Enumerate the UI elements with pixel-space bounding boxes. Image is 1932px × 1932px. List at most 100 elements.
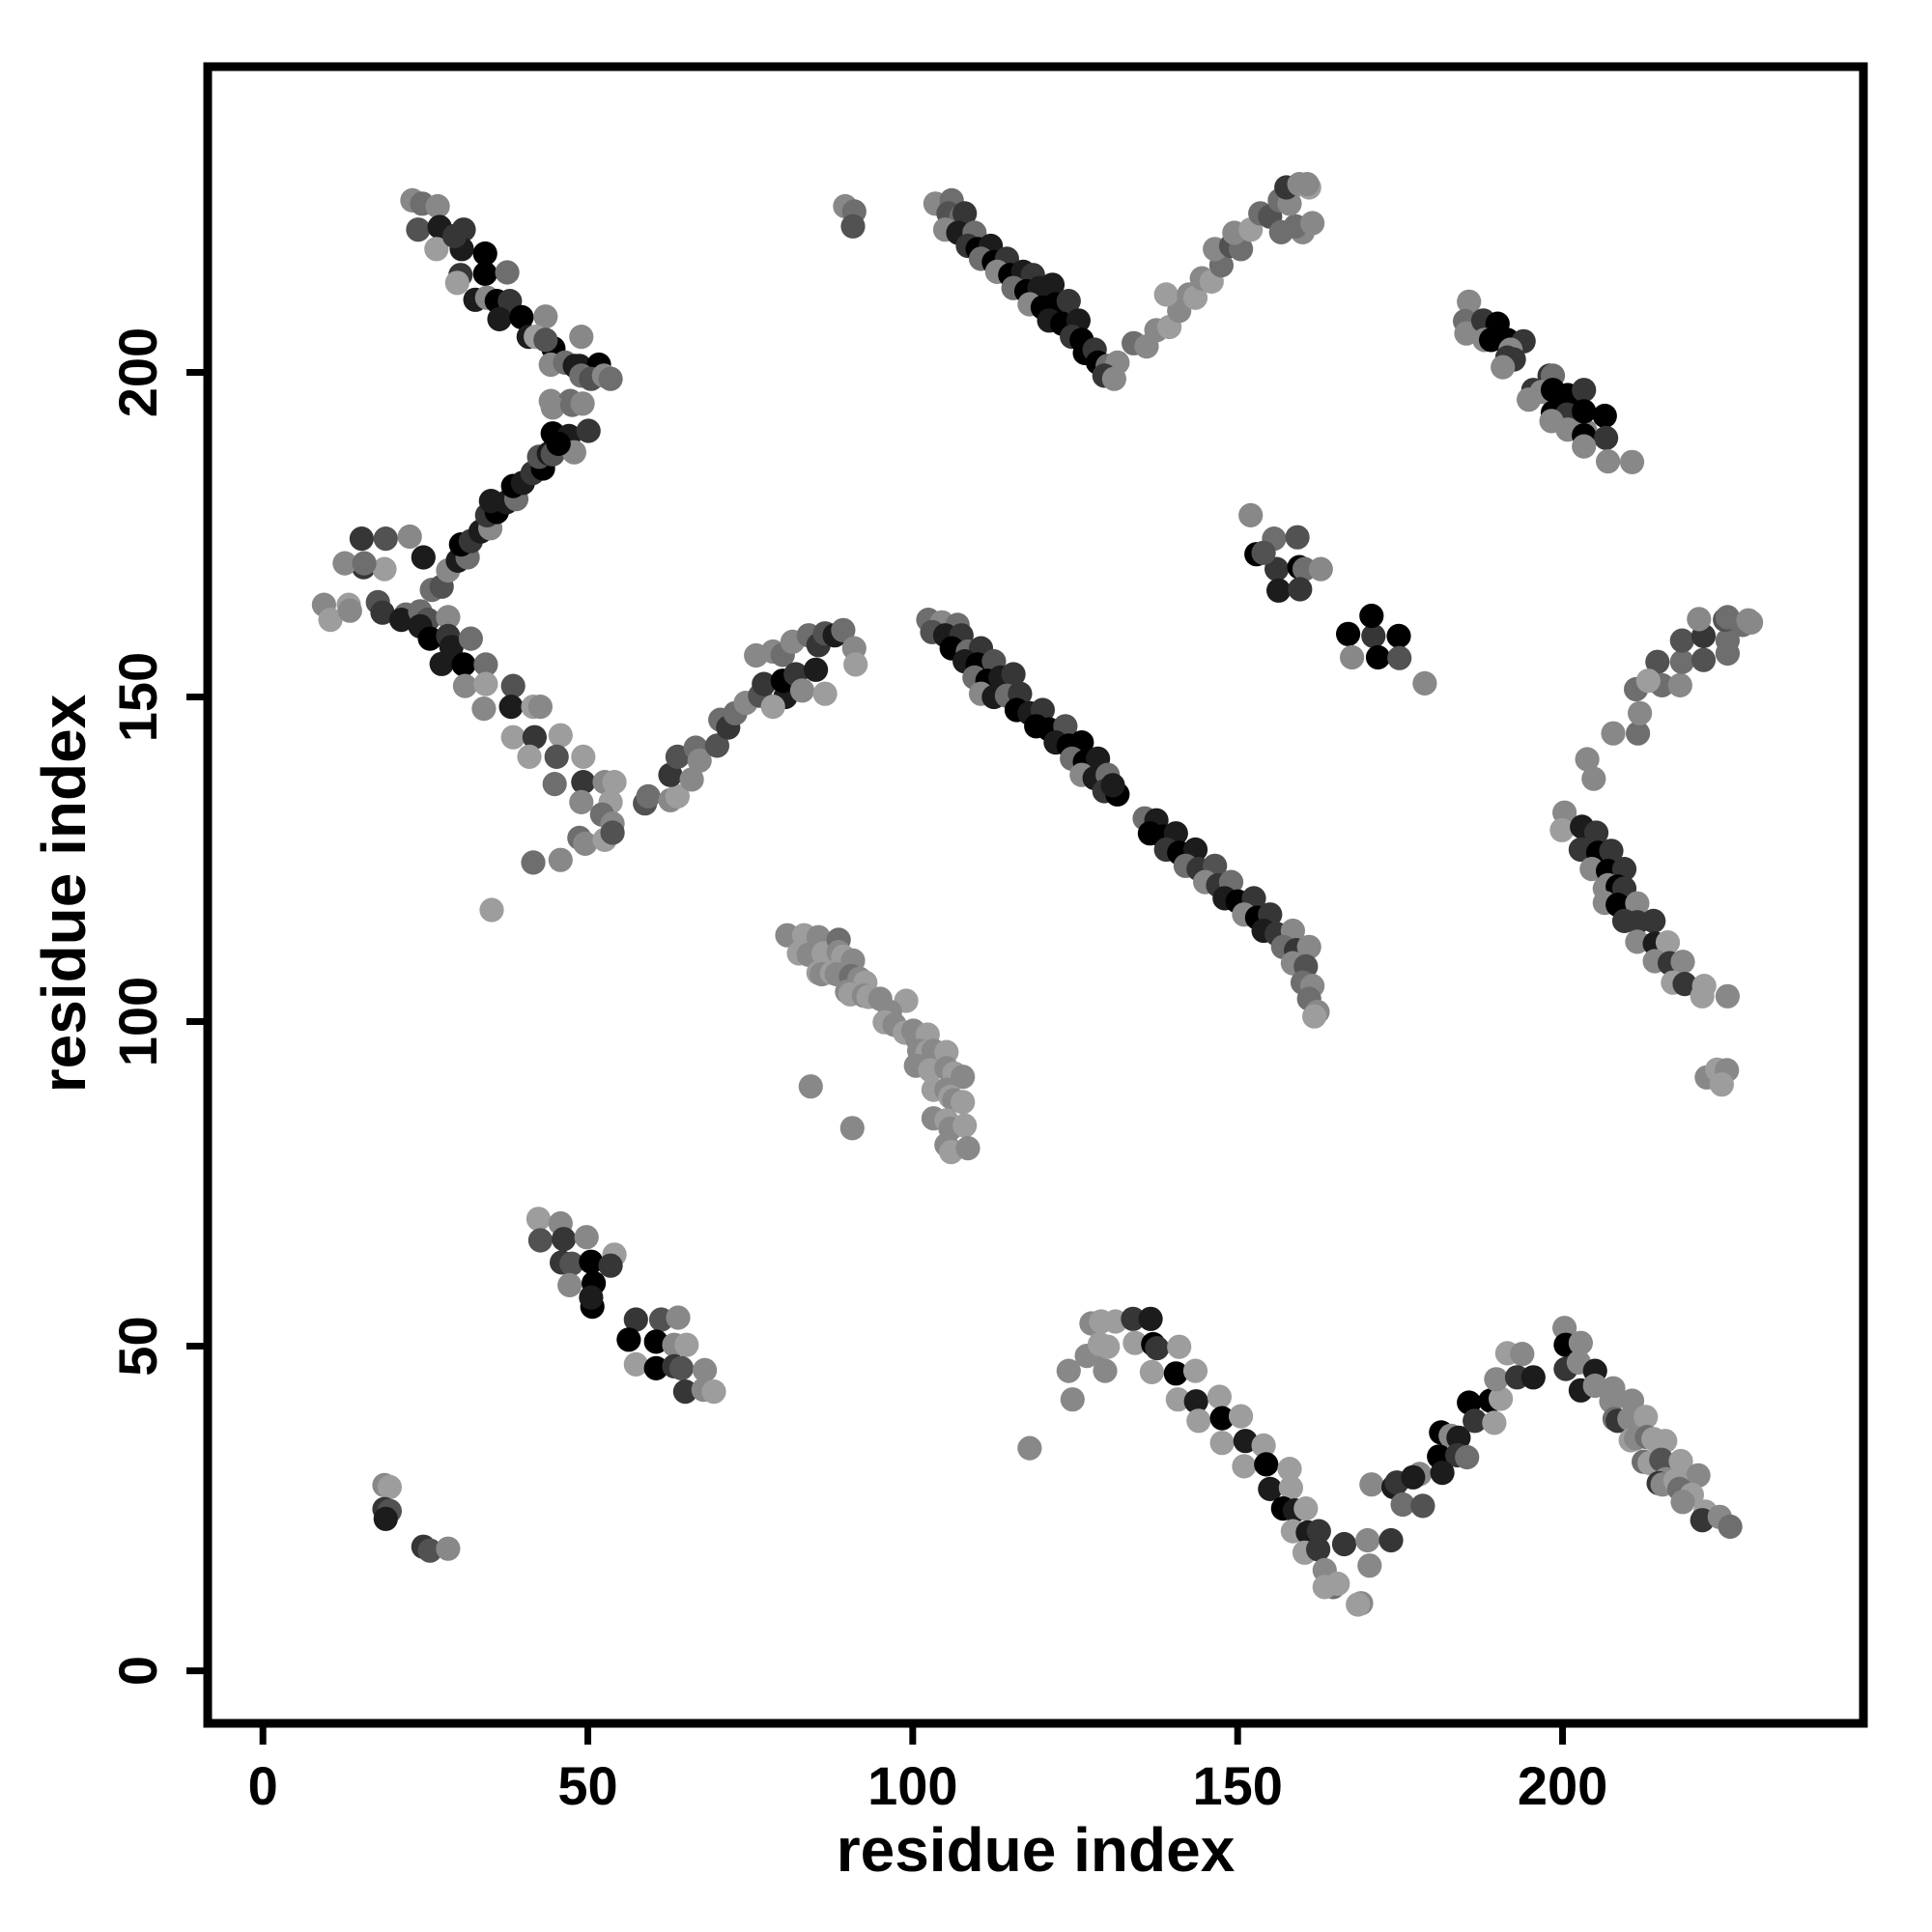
data-point	[1387, 645, 1412, 670]
data-point	[1153, 282, 1179, 307]
data-point	[1669, 628, 1694, 653]
data-point	[1325, 1571, 1350, 1597]
data-point	[1293, 1496, 1319, 1521]
data-point	[760, 695, 785, 720]
x-axis-title: residue index	[836, 1815, 1236, 1885]
data-point	[672, 1379, 698, 1405]
data-point	[1167, 1334, 1192, 1359]
data-point	[1484, 1367, 1509, 1392]
data-point	[473, 671, 498, 696]
data-point	[1670, 1490, 1695, 1515]
data-point	[1264, 556, 1290, 582]
data-point	[1163, 1361, 1188, 1386]
data-point	[623, 1351, 648, 1377]
data-point	[955, 1136, 980, 1161]
data-point	[517, 744, 542, 770]
data-point	[318, 608, 343, 633]
data-point	[602, 770, 627, 795]
data-point	[1361, 623, 1386, 649]
x-tick-label: 100	[867, 1755, 957, 1816]
data-point	[452, 673, 477, 698]
data-point	[397, 524, 422, 550]
data-point	[571, 770, 596, 795]
data-point	[1581, 766, 1606, 791]
data-point	[571, 744, 596, 770]
data-point	[1238, 502, 1264, 528]
data-point	[775, 923, 800, 948]
data-point	[542, 772, 567, 797]
data-point	[1736, 608, 1761, 633]
data-point	[1669, 649, 1694, 674]
data-point	[458, 626, 483, 651]
x-tick-label: 50	[557, 1755, 617, 1816]
data-point	[643, 1355, 668, 1380]
data-point	[704, 733, 730, 758]
data-point	[1122, 1330, 1148, 1355]
data-point	[372, 556, 397, 582]
data-point	[1687, 607, 1712, 632]
data-point	[1378, 1527, 1404, 1553]
data-point	[1093, 1358, 1118, 1383]
data-point	[1628, 700, 1653, 725]
data-point	[429, 651, 454, 676]
data-point	[752, 671, 777, 696]
data-point	[533, 304, 558, 329]
data-point	[500, 673, 526, 698]
data-point	[471, 696, 497, 722]
data-point	[1186, 1408, 1211, 1434]
data-point	[1288, 577, 1313, 602]
data-point	[552, 1227, 577, 1252]
data-point	[831, 617, 856, 642]
data-point	[1302, 1004, 1327, 1029]
data-point	[1715, 983, 1740, 1009]
data-point	[1715, 628, 1740, 653]
data-point	[1619, 1388, 1645, 1413]
data-point	[1690, 647, 1717, 672]
data-point	[1690, 983, 1715, 1009]
data-point	[579, 1249, 604, 1274]
data-point	[1592, 403, 1617, 429]
data-point	[442, 223, 468, 248]
data-point	[1672, 972, 1697, 997]
data-point	[1625, 929, 1650, 954]
data-point	[337, 598, 362, 623]
data-point	[1641, 908, 1666, 934]
data-point	[1625, 891, 1650, 916]
y-axis-title: residue index	[29, 694, 99, 1094]
y-tick-label: 0	[107, 1656, 168, 1686]
data-point	[1138, 1306, 1163, 1331]
data-point	[668, 1355, 695, 1380]
data-point	[1017, 1435, 1042, 1461]
data-point	[1300, 211, 1325, 236]
data-point	[1549, 817, 1575, 842]
data-point	[370, 600, 395, 625]
data-point	[1582, 1373, 1607, 1399]
data-point	[693, 1357, 718, 1382]
data-point	[839, 1116, 865, 1141]
data-point	[388, 608, 414, 633]
data-point	[1183, 1389, 1208, 1414]
data-point	[406, 217, 431, 242]
data-point	[1145, 1336, 1170, 1361]
data-point	[411, 545, 436, 570]
data-point	[679, 767, 704, 792]
y-tick-label: 200	[107, 327, 168, 417]
data-point	[569, 325, 594, 350]
data-point	[1645, 649, 1670, 674]
data-point	[1455, 1444, 1480, 1470]
data-point	[1619, 449, 1645, 474]
data-point	[1296, 934, 1321, 959]
y-tick-label: 150	[107, 652, 168, 742]
data-point	[1412, 670, 1437, 696]
data-point	[1308, 556, 1333, 582]
data-point	[527, 695, 554, 720]
data-point	[1121, 1306, 1146, 1331]
data-point	[548, 847, 573, 872]
data-point	[533, 327, 558, 353]
data-point	[616, 1327, 641, 1352]
data-point	[812, 681, 838, 706]
data-point	[1365, 644, 1391, 670]
data-point	[526, 1207, 552, 1232]
data-point	[636, 783, 661, 810]
data-point	[623, 1307, 648, 1332]
